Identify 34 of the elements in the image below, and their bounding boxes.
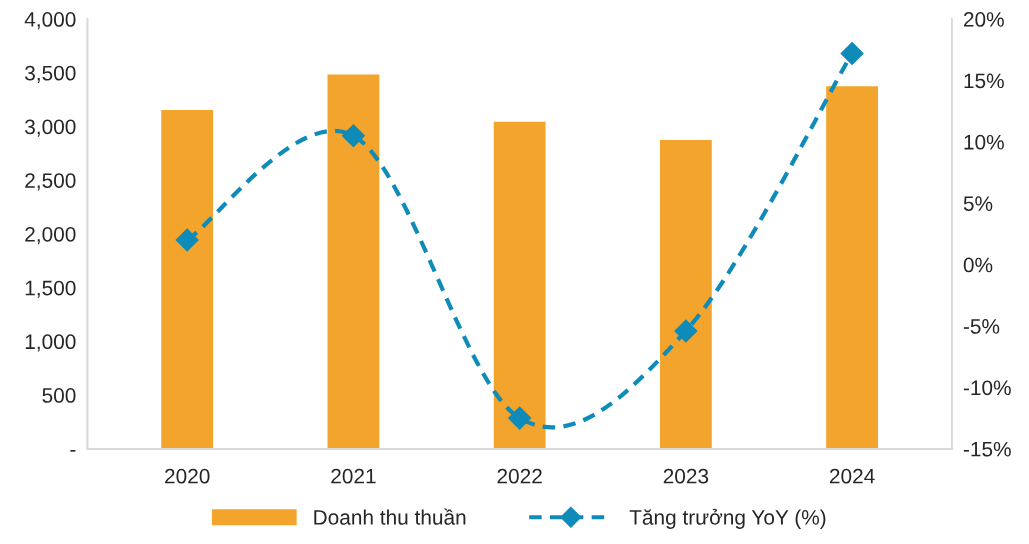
bar — [658, 138, 714, 449]
y-tick-label: 2,500 — [25, 173, 76, 191]
y2-tick-label: -10% — [963, 380, 1011, 396]
point — [840, 41, 864, 65]
point — [341, 124, 365, 148]
y-tick-label: 2,000 — [25, 226, 76, 245]
y2-tick-label: 5% — [963, 196, 993, 211]
y-tick-label: 3,000 — [25, 119, 76, 137]
x-tick-label: 2022 — [497, 468, 542, 484]
bar — [492, 120, 547, 449]
y2-tick-label: 0% — [963, 257, 993, 273]
point — [508, 406, 532, 430]
y2-tick-label: -5% — [963, 319, 1000, 334]
y-tick-label: 3,500 — [25, 65, 76, 83]
bar — [159, 108, 215, 449]
bar — [326, 73, 381, 449]
point — [175, 228, 199, 252]
y2-tick-label: -15% — [963, 441, 1011, 457]
y2-tick-label: 10% — [964, 134, 1004, 150]
y-tick-label: 4,000 — [24, 12, 76, 30]
x-tick-label: 2023 — [663, 468, 709, 484]
y2-tick-label: 20% — [963, 12, 1004, 27]
y2-tick-label: 15% — [964, 73, 1004, 89]
legend-label: Tăng trưởng YoY (%) — [629, 508, 826, 529]
bar — [824, 84, 880, 449]
x-tick-label: 2020 — [165, 468, 210, 484]
x-tick-label: 2024 — [829, 468, 875, 484]
y-tick-label: - — [70, 450, 76, 452]
y-tick-label: 500 — [42, 388, 76, 403]
y-tick-label: 1,000 — [25, 334, 76, 352]
y-tick-label: 1,500 — [25, 280, 76, 298]
x-tick-label: 2021 — [331, 468, 376, 484]
legend-label: Doanh thu thuần — [314, 508, 466, 525]
point — [674, 319, 698, 343]
